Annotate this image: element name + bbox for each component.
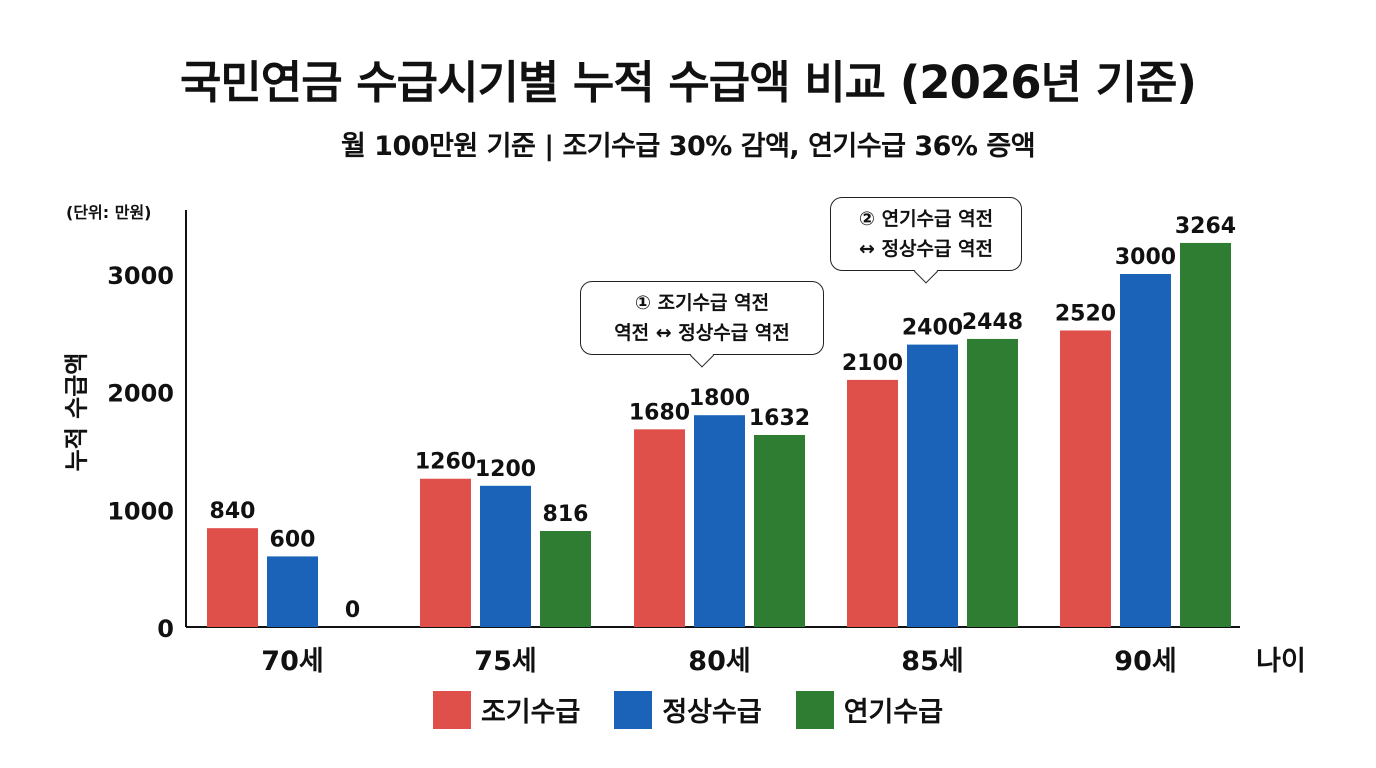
legend-item-deferred: 연기수급 <box>795 690 944 729</box>
bar-2-2 <box>754 434 805 627</box>
data-label-4-2: 3264 <box>1175 214 1236 239</box>
data-label-3-2: 2448 <box>962 310 1023 335</box>
callout-deferred-reversal: ② 연기수급 역전 ↔ 정상수급 역전 <box>830 197 1022 271</box>
data-label-3-1: 2400 <box>902 316 963 341</box>
callout-early-reversal: ① 조기수급 역전 역전 ↔ 정상수급 역전 <box>580 281 824 355</box>
data-label-1-0: 1260 <box>415 450 476 475</box>
y-tick-label-0: 0 <box>157 615 174 643</box>
bar-2-0 <box>634 429 685 627</box>
legend-item-normal: 정상수급 <box>614 690 762 729</box>
data-label-1-2: 816 <box>543 502 589 527</box>
x-tick-label-4: 90세 <box>1114 646 1176 677</box>
data-label-2-2: 1632 <box>749 406 810 431</box>
bar-0-0 <box>207 528 258 627</box>
y-tick-label-2000: 2000 <box>107 380 174 408</box>
x-tick-label-3: 85세 <box>901 646 963 677</box>
bar-3-0 <box>847 379 898 627</box>
chart-title: 국민연금 수급시기별 누적 수급액 비교 (2026년 기준) <box>180 56 1197 109</box>
data-label-1-1: 1200 <box>475 457 536 482</box>
legend-label-deferred: 연기수급 <box>843 697 944 728</box>
callout-2-line-1: ② 연기수급 역전 <box>858 208 994 230</box>
data-label-2-0: 1680 <box>629 400 690 425</box>
callout-2-line-2: ↔ 정상수급 역전 <box>858 238 994 260</box>
data-label-4-1: 3000 <box>1115 245 1176 270</box>
legend-item-early: 조기수급 <box>432 690 581 729</box>
bar-3-2 <box>967 338 1018 627</box>
legend-label-normal: 정상수급 <box>662 697 762 728</box>
chart-subtitle: 월 100만원 기준 | 조기수급 30% 감액, 연기수급 36% 증액 <box>340 131 1036 162</box>
data-label-0-1: 600 <box>270 527 316 552</box>
data-label-0-2: 0 <box>345 598 360 623</box>
bar-1-0 <box>420 478 471 627</box>
bar-1-1 <box>480 485 531 627</box>
legend-swatch-early <box>432 690 471 729</box>
unit-label: (단위: 만원) <box>66 203 152 222</box>
bar-4-2 <box>1180 242 1231 627</box>
data-label-2-1: 1800 <box>689 386 750 411</box>
bar-4-0 <box>1060 330 1111 627</box>
y-tick-label-3000: 3000 <box>107 262 174 290</box>
data-label-4-0: 2520 <box>1055 301 1116 326</box>
y-tick-label-1000: 1000 <box>107 497 174 525</box>
legend-swatch-normal <box>614 690 653 729</box>
bar-4-1 <box>1120 274 1171 627</box>
data-label-3-0: 2100 <box>842 351 903 376</box>
bar-2-1 <box>694 415 745 627</box>
x-axis-label: 나이 <box>1256 646 1306 677</box>
x-tick-label-0: 70세 <box>261 646 323 677</box>
data-label-0-0: 840 <box>210 499 256 524</box>
legend: 조기수급 정상수급 연기수급 <box>0 690 1376 729</box>
legend-swatch-deferred <box>795 690 834 729</box>
bar-3-1 <box>907 344 958 627</box>
legend-label-early: 조기수급 <box>480 697 581 728</box>
callout-1-line-1: ① 조기수급 역전 <box>634 292 770 314</box>
bar-1-2 <box>540 530 591 627</box>
bar-0-1 <box>267 556 318 627</box>
x-tick-label-1: 75세 <box>474 646 536 677</box>
callout-1-line-2: 역전 ↔ 정상수급 역전 <box>614 322 790 344</box>
x-tick-label-2: 80세 <box>688 646 750 677</box>
